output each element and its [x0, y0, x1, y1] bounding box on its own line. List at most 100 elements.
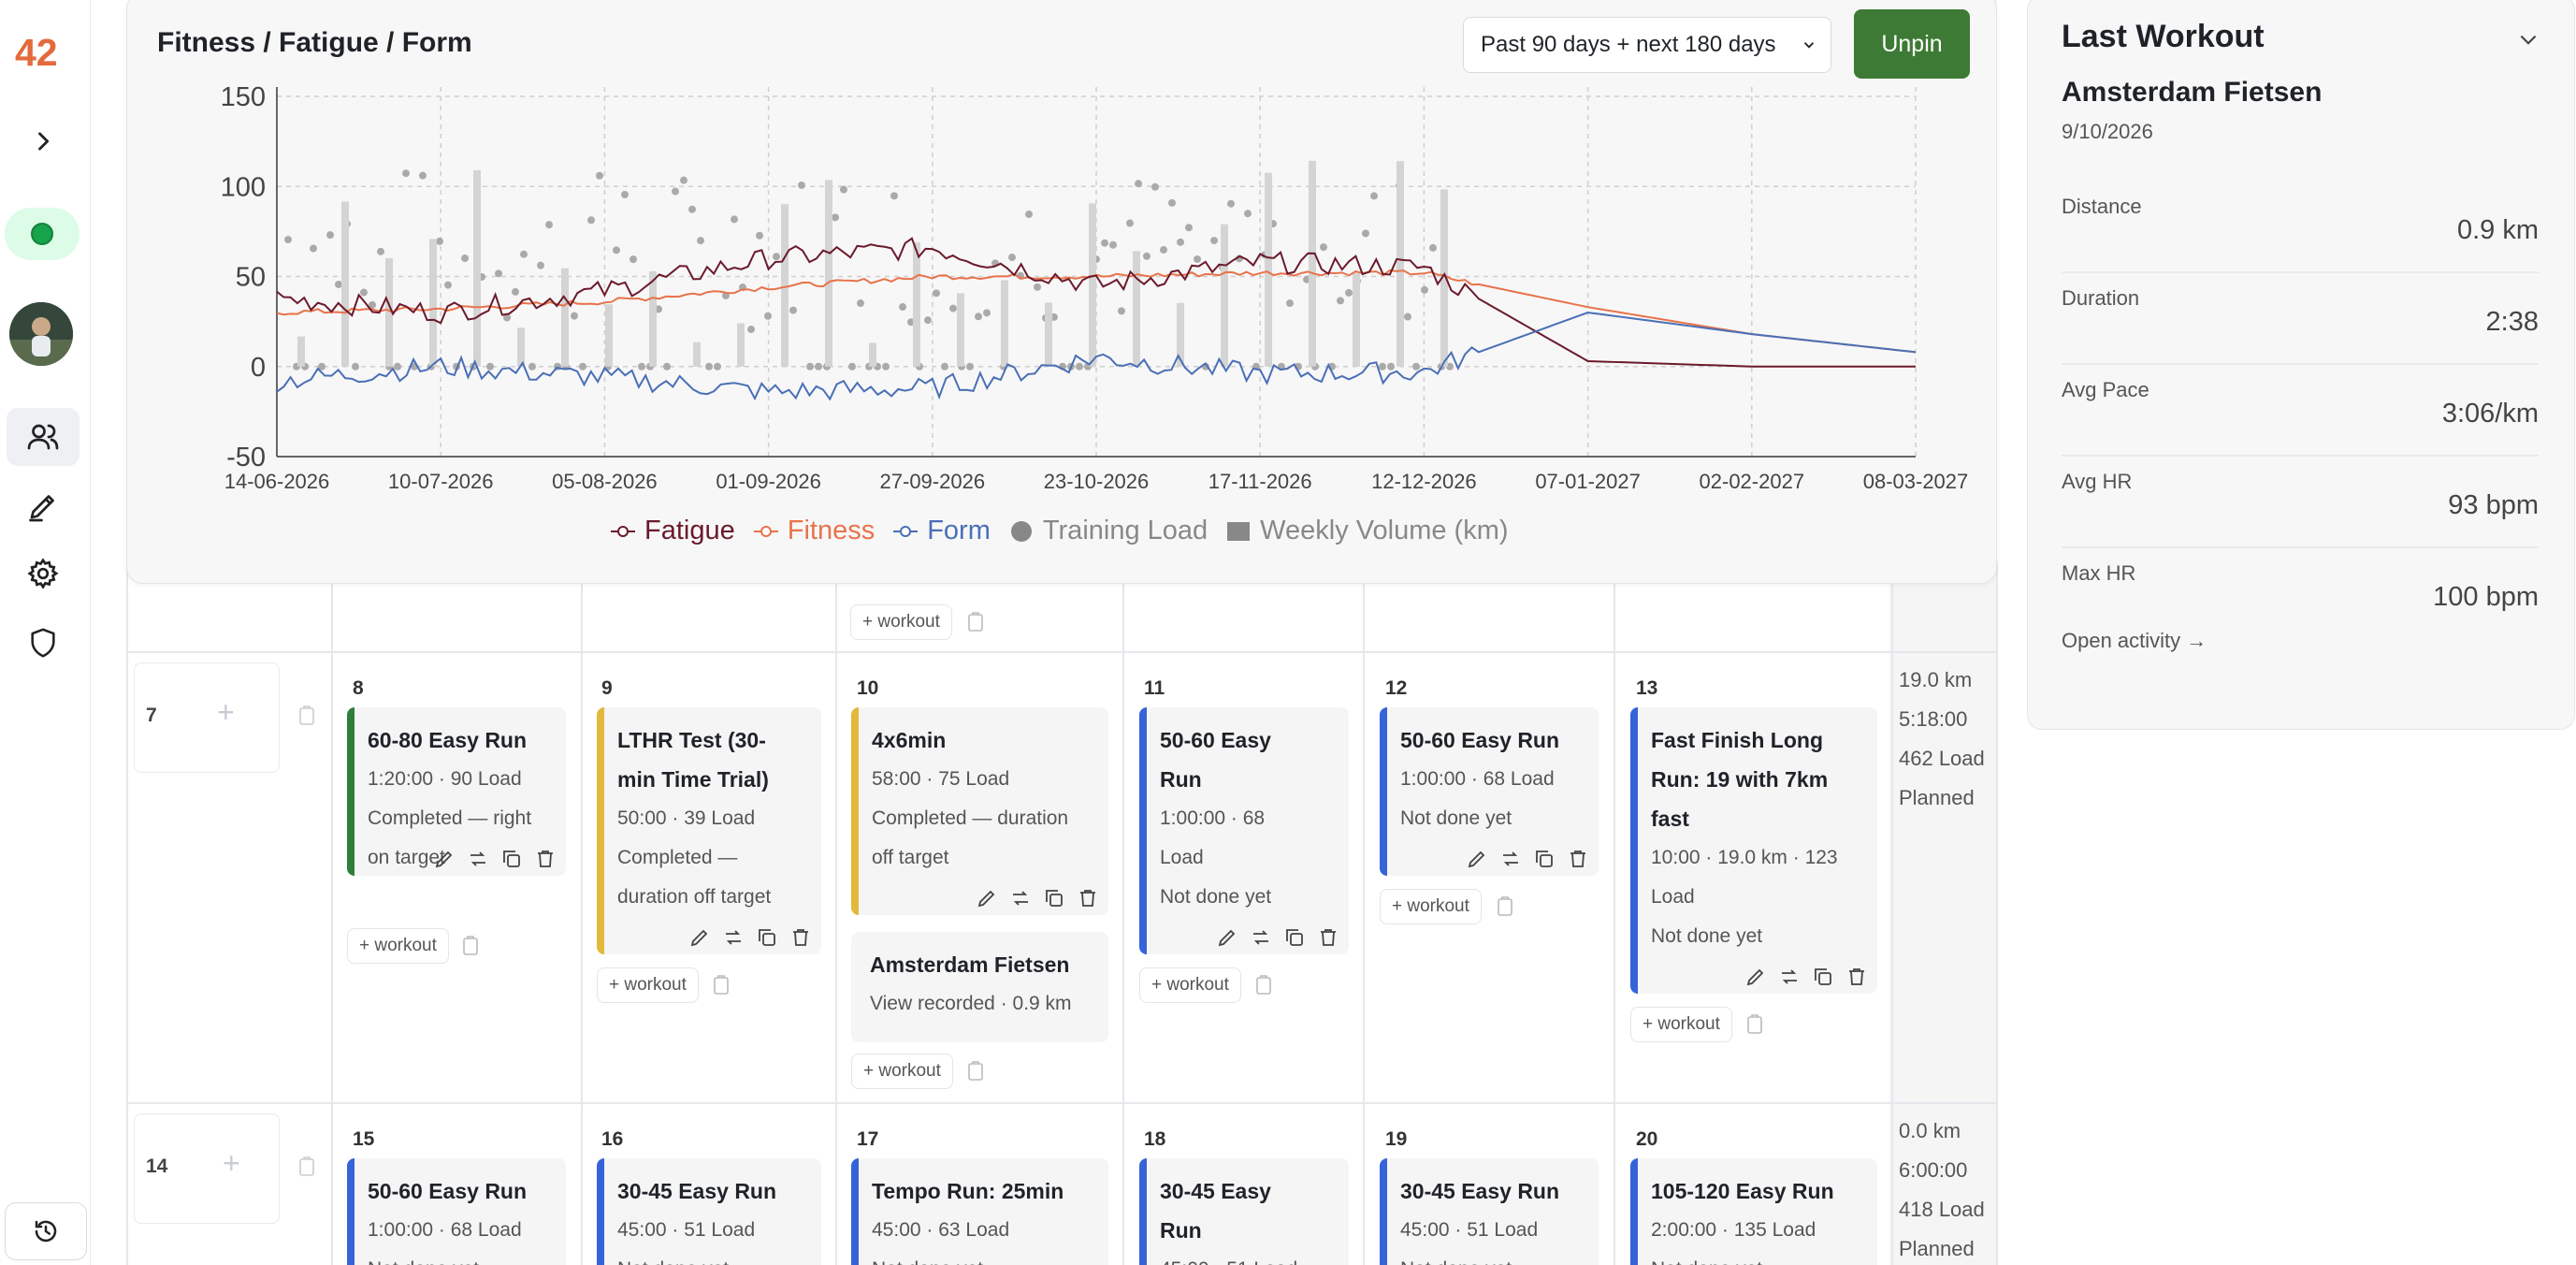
rail-item-settings[interactable] [7, 545, 80, 603]
add-workout-button[interactable]: + workout [347, 928, 449, 964]
copy-icon[interactable] [1283, 926, 1306, 949]
app-logo[interactable]: 42 [15, 31, 58, 74]
edit-icon[interactable] [1466, 848, 1488, 870]
swap-icon[interactable] [1250, 926, 1272, 949]
add-workout-button[interactable]: + workout [597, 967, 699, 1003]
weekly-volume-bar [473, 169, 481, 367]
workout-summary: 50:00 · 39 Load [617, 807, 756, 829]
expand-rail-button[interactable] [7, 112, 80, 170]
legend-item[interactable]: Fitness [752, 516, 875, 546]
add-workout-button[interactable]: + workout [851, 1054, 953, 1089]
paste-icon[interactable] [964, 611, 987, 633]
trash-icon[interactable] [1317, 926, 1339, 949]
swap-icon[interactable] [1499, 848, 1522, 870]
paste-icon[interactable] [296, 705, 318, 727]
add-workout-button[interactable]: + workout [1630, 1007, 1732, 1042]
training-load-point [596, 171, 603, 180]
date-range-select[interactable]: Past 90 days + next 180 days [1463, 17, 1831, 73]
workout-card[interactable]: LTHR Test (30- min Time Trial) 50:00 · 3… [597, 707, 821, 954]
workout-card[interactable]: 105-120 Easy Run 2:00:00 · 135 Load Not … [1630, 1158, 1877, 1265]
workout-card[interactable]: 50-60 Easy Run 1:00:00 · 68 Load Not don… [1139, 707, 1349, 954]
copy-icon[interactable] [756, 926, 778, 949]
paste-icon[interactable] [459, 935, 482, 957]
weekly-volume-bar [781, 204, 789, 367]
chevron-down-icon[interactable] [2516, 28, 2540, 52]
training-load-point [1008, 254, 1016, 262]
card-actions [1216, 926, 1339, 949]
week-total-duration: 6:00:00 [1899, 1158, 1968, 1182]
paste-icon[interactable] [964, 1060, 987, 1083]
copy-icon[interactable] [1533, 848, 1556, 870]
training-calendar: + workout 7 + 8 60-80 Easy Run 1:20:00 ·… [126, 0, 1998, 1265]
training-load-point [537, 261, 544, 269]
workout-card[interactable]: 30-45 Easy Run 45:00 · 51 Load Not done … [597, 1158, 821, 1265]
training-load-point [747, 326, 755, 334]
swap-icon[interactable] [722, 926, 745, 949]
swap-icon[interactable] [467, 848, 489, 870]
legend-item[interactable]: Training Load [1007, 516, 1208, 546]
paste-icon[interactable] [710, 974, 732, 996]
copy-icon[interactable] [500, 848, 523, 870]
training-load-point [1320, 243, 1327, 252]
edit-icon[interactable] [688, 926, 711, 949]
workout-card[interactable]: 4x6min 58:00 · 75 Load Completed — durat… [851, 707, 1108, 915]
edit-icon[interactable] [976, 887, 998, 909]
paste-icon[interactable] [1744, 1013, 1766, 1036]
legend-item[interactable]: Weekly Volume (km) [1224, 516, 1509, 546]
training-load-point [899, 303, 906, 312]
add-week-item-icon[interactable]: + [223, 1146, 240, 1180]
legend-item[interactable]: Fatigue [609, 516, 735, 546]
history-button[interactable] [5, 1202, 87, 1260]
workout-status: duration off target [617, 886, 772, 908]
swap-icon[interactable] [1778, 966, 1801, 988]
avatar[interactable] [9, 302, 73, 366]
day-number: 16 [601, 1128, 624, 1150]
recorded-activity-card[interactable]: Amsterdam Fietsen View recorded · 0.9 km [851, 932, 1108, 1042]
paste-icon[interactable] [296, 1156, 318, 1178]
last-workout-panel: Last Workout Amsterdam Fietsen 9/10/2026… [2027, 0, 2575, 730]
trash-icon[interactable] [534, 848, 557, 870]
edit-icon[interactable] [433, 848, 456, 870]
trash-icon[interactable] [1845, 966, 1868, 988]
edit-icon[interactable] [1216, 926, 1238, 949]
edit-icon[interactable] [1744, 966, 1767, 988]
sync-status-pill[interactable] [5, 208, 80, 260]
open-activity-link[interactable]: Open activity → [2062, 629, 2207, 652]
workout-card[interactable]: 50-60 Easy Run 1:00:00 · 68 Load Not don… [1380, 707, 1599, 876]
workout-card[interactable]: 50-60 Easy Run 1:00:00 · 68 Load Not don… [347, 1158, 566, 1265]
rail-item-privacy[interactable] [7, 614, 80, 672]
workout-card[interactable]: Fast Finish Long Run: 19 with 7km fast 1… [1630, 707, 1877, 994]
copy-icon[interactable] [1812, 966, 1834, 988]
workout-card[interactable]: Tempo Run: 25min 45:00 · 63 Load Not don… [851, 1158, 1108, 1265]
rail-item-athletes[interactable] [7, 408, 80, 466]
workout-card[interactable]: 60-80 Easy Run 1:20:00 · 90 Load Complet… [347, 707, 566, 876]
workout-card[interactable]: 30-45 Easy Run 45:00 · 51 Load [1139, 1158, 1349, 1265]
training-load-point [613, 246, 620, 254]
swap-icon[interactable] [1009, 887, 1032, 909]
workout-status: Not done yet [1651, 925, 1763, 947]
workout-title-cont: Run: 19 with 7km [1651, 767, 1829, 792]
trash-icon[interactable] [1077, 887, 1099, 909]
unpin-button[interactable]: Unpin [1854, 9, 1970, 79]
weekly-volume-bar [737, 323, 745, 367]
x-tick-label: 07-01-2027 [1535, 470, 1641, 493]
add-workout-button[interactable]: + workout [1380, 889, 1482, 924]
training-load-point [1126, 219, 1134, 227]
paste-icon[interactable] [1252, 974, 1275, 996]
workout-card[interactable]: 30-45 Easy Run 45:00 · 51 Load Not done … [1380, 1158, 1599, 1265]
copy-icon[interactable] [1043, 887, 1065, 909]
weekly-volume-bar [561, 268, 569, 367]
paste-icon[interactable] [1494, 895, 1516, 918]
workout-title: LTHR Test (30- [617, 728, 766, 752]
training-load-point [284, 236, 292, 244]
training-load-point [983, 309, 991, 317]
add-workout-button[interactable]: + workout [850, 604, 952, 640]
trash-icon[interactable] [789, 926, 812, 949]
legend-item[interactable]: Form [891, 516, 991, 546]
rail-item-plan[interactable] [7, 477, 80, 535]
training-load-point [1160, 246, 1167, 254]
add-workout-button[interactable]: + workout [1139, 967, 1241, 1003]
trash-icon[interactable] [1567, 848, 1589, 870]
add-week-item-icon[interactable]: + [217, 695, 235, 729]
